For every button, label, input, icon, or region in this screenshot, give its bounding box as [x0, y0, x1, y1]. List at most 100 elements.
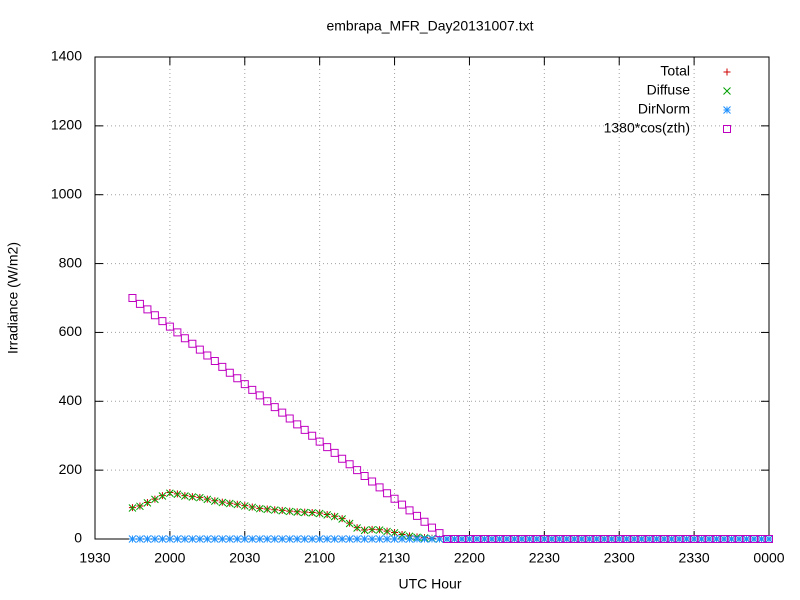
data-point — [420, 535, 429, 543]
data-point — [255, 535, 264, 543]
y-axis-label: Irradiance (W/m2) — [5, 242, 21, 354]
data-point — [323, 511, 332, 519]
data-point — [143, 535, 152, 543]
x-axis-label: UTC Hour — [398, 576, 461, 592]
data-point — [697, 535, 706, 543]
data-point — [158, 492, 167, 500]
data-point — [270, 506, 279, 514]
data-point — [308, 508, 317, 517]
data-point — [555, 535, 564, 543]
legend-label: Diffuse — [647, 82, 691, 98]
data-point — [547, 535, 556, 543]
data-point — [181, 492, 189, 500]
data-point — [443, 535, 451, 543]
data-point — [615, 535, 624, 543]
data-point — [473, 535, 481, 543]
data-point — [315, 509, 324, 518]
legend-label: Total — [660, 63, 690, 79]
data-point — [435, 535, 444, 543]
data-point — [285, 507, 294, 516]
y-tick-label: 0 — [74, 530, 82, 546]
data-point — [345, 519, 354, 528]
data-point — [742, 535, 751, 543]
data-point — [637, 535, 646, 543]
legend-label: DirNorm — [638, 101, 690, 117]
x-tick-label: 2100 — [304, 550, 335, 566]
x-tick-label: 2130 — [379, 550, 410, 566]
data-point — [128, 504, 137, 512]
data-point — [368, 525, 376, 534]
data-point — [300, 508, 309, 517]
data-point — [682, 535, 691, 543]
data-point — [248, 503, 257, 512]
data-point — [488, 535, 496, 543]
data-point — [622, 535, 631, 543]
y-tick-label: 400 — [59, 392, 83, 408]
data-point — [525, 535, 534, 543]
data-point — [690, 535, 698, 543]
data-point — [405, 535, 414, 543]
data-point — [570, 535, 579, 543]
data-point — [735, 535, 743, 543]
x-tick-label: 0000 — [753, 550, 784, 566]
data-point — [458, 535, 466, 543]
data-point — [360, 526, 369, 535]
data-point — [158, 535, 167, 543]
data-point — [166, 535, 174, 543]
data-point — [450, 535, 459, 543]
data-point — [345, 535, 354, 543]
data-point — [375, 526, 384, 534]
data-point — [727, 535, 736, 543]
data-point — [495, 535, 504, 543]
data-point — [413, 535, 421, 543]
data-point — [293, 535, 302, 543]
data-point — [128, 535, 137, 543]
x-tick-label: 2200 — [454, 550, 485, 566]
data-point — [195, 535, 204, 543]
x-tick-label: 2330 — [679, 550, 710, 566]
data-point — [503, 535, 511, 543]
data-point — [195, 493, 204, 502]
data-point — [585, 535, 594, 543]
data-point — [218, 498, 227, 507]
data-point — [368, 535, 376, 543]
data-point — [188, 493, 197, 501]
data-point — [652, 535, 661, 543]
data-point — [750, 535, 758, 543]
data-point — [383, 535, 391, 543]
data-point — [151, 495, 159, 504]
data-point — [285, 535, 294, 543]
y-tick-label: 1200 — [51, 117, 82, 133]
legend-marker — [723, 68, 731, 76]
data-point — [308, 535, 317, 543]
data-point — [293, 508, 302, 516]
data-point — [136, 502, 144, 511]
x-tick-label: 2000 — [154, 550, 185, 566]
data-point — [705, 535, 713, 543]
data-point — [188, 535, 197, 543]
data-point — [375, 535, 384, 543]
data-point — [143, 498, 152, 507]
data-point — [675, 535, 683, 543]
data-point — [592, 535, 601, 543]
data-point — [667, 535, 676, 543]
data-point — [510, 535, 519, 543]
data-point — [225, 499, 234, 508]
data-point — [210, 497, 219, 505]
y-tick-label: 1000 — [51, 185, 82, 201]
data-point — [203, 495, 212, 504]
data-point — [600, 535, 609, 543]
data-point — [338, 515, 346, 523]
data-point — [248, 535, 257, 543]
data-point — [577, 535, 586, 543]
data-point — [240, 535, 249, 543]
data-point — [630, 535, 639, 543]
data-point — [765, 535, 773, 543]
chart-title: embrapa_MFR_Day20131007.txt — [326, 18, 533, 34]
data-point — [270, 535, 279, 543]
legend-marker — [723, 125, 731, 133]
y-tick-label: 600 — [59, 323, 83, 339]
data-point — [233, 535, 242, 543]
